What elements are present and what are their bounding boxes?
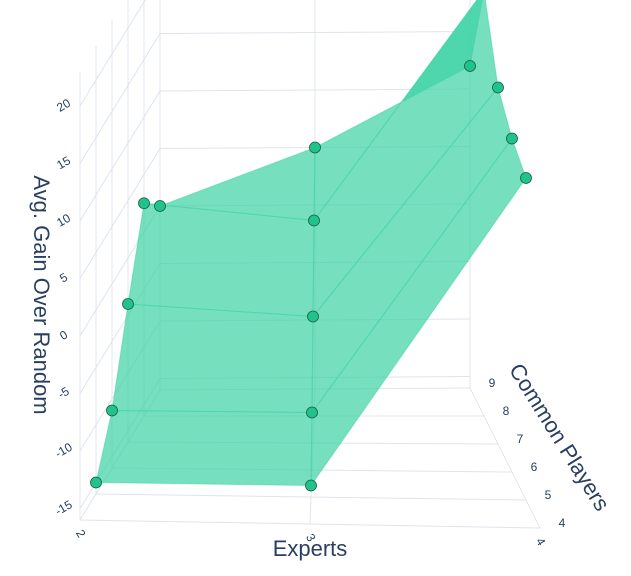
marker — [309, 141, 321, 154]
z-tick-label: 0 — [57, 327, 70, 343]
y-tick-label: 4 — [559, 516, 566, 530]
mesh-face — [95, 409, 313, 487]
grid-line — [79, 33, 161, 164]
z-tick-label: 5 — [57, 270, 70, 286]
grid-line — [469, 387, 541, 529]
marker — [464, 60, 476, 72]
y-tick-label: 8 — [503, 404, 510, 418]
x-axis-title: Experts — [273, 536, 348, 561]
y-tick-label: 5 — [545, 488, 552, 502]
grid-line — [79, 519, 541, 529]
z-axis-title: Avg. Gain Over Random — [29, 175, 54, 414]
marker — [90, 476, 102, 489]
z-tick-label: 20 — [54, 96, 73, 115]
x-tick-label: 4 — [533, 535, 549, 548]
marker — [306, 406, 318, 419]
y-tick-label: 7 — [517, 432, 524, 446]
grid-line — [159, 31, 471, 34]
marker — [520, 172, 532, 184]
marker — [154, 200, 166, 212]
grid-line — [95, 493, 527, 501]
marker — [122, 298, 134, 310]
mesh-face — [127, 202, 315, 318]
z-tick-label: -10 — [53, 440, 75, 461]
z-tick-label: -5 — [55, 384, 72, 402]
marker — [308, 214, 320, 227]
z-tick-label: 10 — [54, 211, 73, 230]
marker — [106, 404, 118, 417]
marker — [138, 197, 150, 210]
marker — [492, 81, 504, 94]
mesh-face — [312, 0, 499, 318]
y-tick-label: 9 — [489, 376, 496, 390]
grid-line — [79, 148, 161, 279]
z-tick-label: -15 — [53, 497, 75, 518]
x-tick-label: 2 — [73, 527, 89, 540]
grid-line — [79, 90, 161, 222]
marker — [305, 479, 317, 492]
z-tick-label: 15 — [54, 153, 73, 172]
y-tick-label: 6 — [531, 460, 538, 474]
grid-line — [79, 0, 146, 107]
marker — [506, 132, 518, 145]
mesh-face — [111, 303, 314, 414]
marker — [307, 310, 319, 323]
